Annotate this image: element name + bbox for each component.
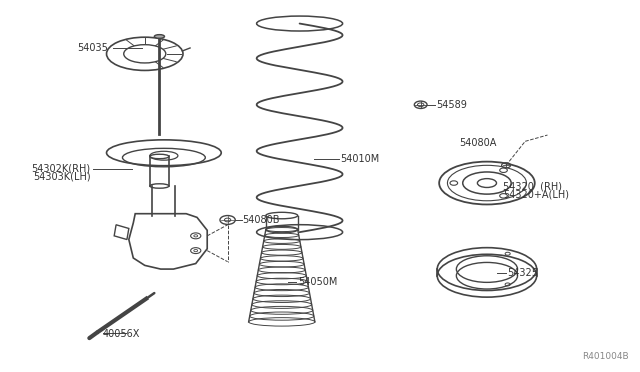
Text: 54035: 54035	[77, 42, 108, 52]
Text: 40056X: 40056X	[102, 330, 140, 339]
Text: 54303K(LH): 54303K(LH)	[33, 171, 91, 181]
Text: 54589: 54589	[436, 100, 467, 110]
Text: 54080A: 54080A	[459, 138, 496, 148]
Ellipse shape	[154, 35, 164, 38]
Text: 54010M: 54010M	[340, 154, 380, 164]
Text: 54325: 54325	[507, 268, 538, 278]
Text: 54320+A(LH): 54320+A(LH)	[503, 189, 569, 199]
Text: 54050M: 54050M	[298, 277, 337, 287]
Text: 54080B: 54080B	[243, 215, 280, 225]
Text: R401004B: R401004B	[582, 352, 629, 361]
Text: 54302K(RH): 54302K(RH)	[31, 163, 91, 173]
Text: 54320  (RH): 54320 (RH)	[503, 182, 562, 191]
